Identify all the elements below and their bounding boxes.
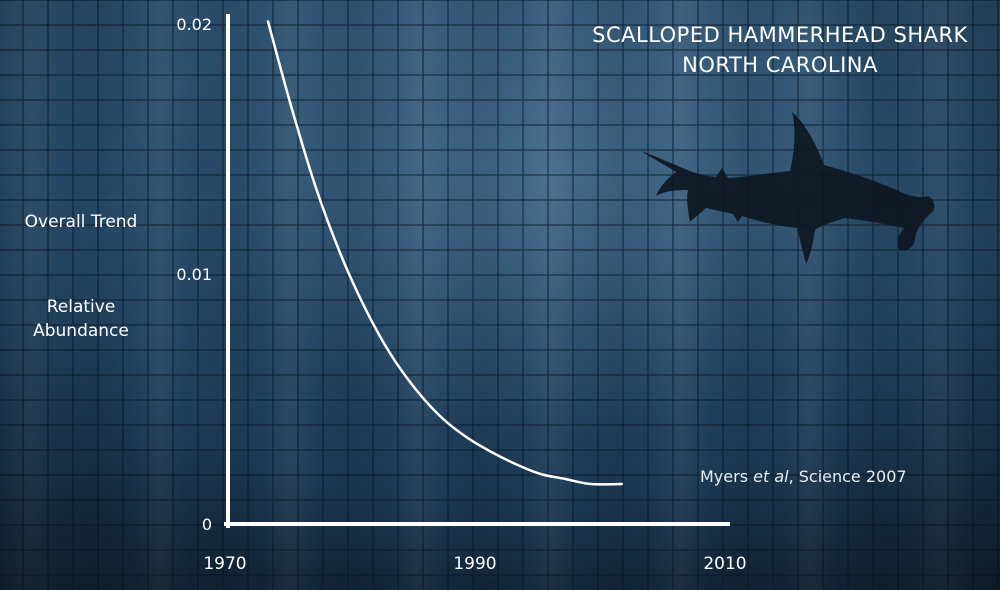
chart-title: SCALLOPED HAMMERHEAD SHARK NORTH CAROLIN… xyxy=(560,20,1000,80)
citation-authors: Myers xyxy=(700,467,754,486)
trend-line xyxy=(266,20,624,486)
hammerhead-shark-icon xyxy=(641,112,935,264)
x-tick-labels: 1970 1990 2010 xyxy=(203,554,746,574)
x-tick-label: 1970 xyxy=(203,554,246,574)
y-axis-label-abundance: Relative Abundance xyxy=(0,295,162,343)
chart-title-line-1: SCALLOPED HAMMERHEAD SHARK xyxy=(592,23,968,47)
shark-body xyxy=(641,112,935,264)
y-tick-label: 0.01 xyxy=(176,265,212,284)
citation-source: , Science 2007 xyxy=(788,467,907,486)
x-tick-label: 1990 xyxy=(453,554,496,574)
y-tick-label: 0.02 xyxy=(176,15,212,34)
citation-etal: et al xyxy=(753,467,789,486)
citation: Myers et al, Science 2007 xyxy=(700,467,907,486)
chart-title-line-2: NORTH CAROLINA xyxy=(682,53,878,77)
y-tick-labels: 0 0.01 0.02 xyxy=(176,15,212,534)
y-axis-label-trend: Overall Trend xyxy=(24,212,138,232)
y-axis-label-abundance-text: Relative Abundance xyxy=(33,297,129,341)
y-tick-label: 0 xyxy=(202,515,212,534)
x-tick-label: 2010 xyxy=(703,554,746,574)
